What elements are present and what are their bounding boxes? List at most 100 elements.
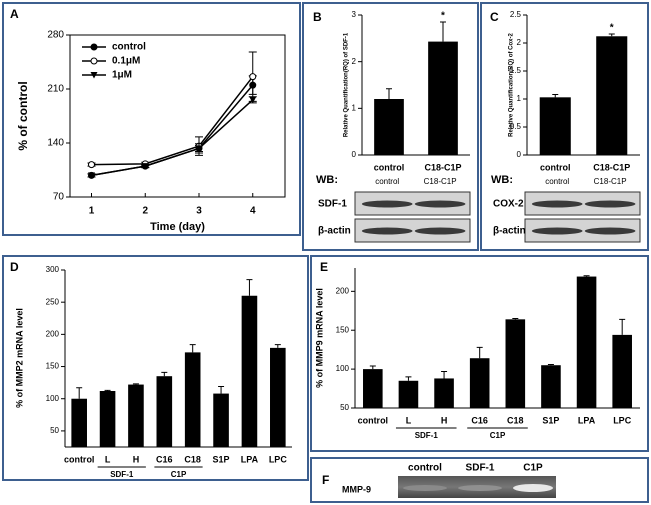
marker <box>90 57 98 65</box>
blot-strip <box>524 191 641 216</box>
group-label: C1P <box>490 431 506 440</box>
gel-lane-label: SDF-1 <box>466 463 495 474</box>
blot-row-label: β-actin <box>493 226 526 237</box>
bar <box>539 97 571 155</box>
blot-lane-label: control <box>375 177 399 186</box>
x-tick-label: 1 <box>89 206 95 217</box>
x-tick-label: C16 <box>156 454 173 464</box>
blot-lane-label: control <box>545 177 569 186</box>
x-tick-label: H <box>441 415 448 425</box>
marker <box>90 43 98 51</box>
x-tick-label: LPC <box>613 415 632 425</box>
x-tick-label: H <box>133 454 140 464</box>
bar <box>596 36 628 155</box>
bar <box>612 334 632 408</box>
bar <box>99 391 116 447</box>
bar <box>184 352 201 447</box>
y-tick-label: 200 <box>336 286 350 295</box>
error-bar <box>619 318 626 335</box>
blot-band <box>361 227 413 235</box>
y-tick-label: 2 <box>352 57 357 66</box>
blot-label: WB: <box>316 174 338 186</box>
blot-lane-label: C18-C1P <box>424 177 457 186</box>
y-axis-label: Relative Quantification(RQ) of Cox-2 <box>509 33 515 137</box>
error-bar <box>386 88 392 99</box>
bar <box>428 41 458 155</box>
error-bar <box>218 385 225 394</box>
x-tick-label: S1P <box>213 454 230 464</box>
gel-lane-label: control <box>408 463 442 474</box>
error-bar <box>441 370 448 379</box>
y-tick-label: 2 <box>517 38 522 47</box>
y-tick-label: 50 <box>50 426 59 435</box>
y-tick-label: 1 <box>352 103 357 112</box>
x-tick-label: LPC <box>269 454 288 464</box>
bar <box>398 380 419 408</box>
y-axis-label: % of MMP2 mRNA level <box>14 308 24 408</box>
x-tick-label: LPA <box>578 415 596 425</box>
x-tick-label: C18-C1P <box>424 162 461 172</box>
bar <box>71 398 87 447</box>
error-bar <box>161 371 168 377</box>
panel-letter: F <box>322 473 329 487</box>
blot-row-label: SDF-1 <box>318 199 347 210</box>
y-tick-label: 70 <box>53 192 65 203</box>
x-tick-label: 4 <box>250 206 256 217</box>
legend-label: 0.1μM <box>112 56 140 67</box>
y-tick-label: 0 <box>352 150 357 159</box>
blot-band <box>414 227 466 235</box>
x-tick-label: L <box>406 415 412 425</box>
marker <box>88 172 95 179</box>
blot-band <box>531 227 583 235</box>
legend-label: control <box>112 42 146 53</box>
y-tick-label: 100 <box>336 364 350 373</box>
y-tick-label: 250 <box>46 297 60 306</box>
bar <box>576 276 597 408</box>
y-tick-label: 50 <box>340 403 349 412</box>
x-axis-label: Time (day) <box>150 221 205 233</box>
y-tick-label: 0.5 <box>510 122 522 131</box>
y-axis-label: % of MMP9 mRNA level <box>314 288 324 388</box>
panel-letter: C <box>490 10 499 24</box>
y-tick-label: 0 <box>517 150 522 159</box>
y-tick-label: 1.5 <box>510 66 522 75</box>
error-bar <box>369 365 376 370</box>
y-axis-label: Relative Quantification(RQ) of SDF-1 <box>344 32 350 137</box>
group-label: SDF-1 <box>415 431 439 440</box>
blot-row-label: β-actin <box>318 226 351 237</box>
panel-letter: A <box>10 7 19 21</box>
gel-band <box>458 485 502 491</box>
error-bar <box>440 21 446 42</box>
group-label: SDF-1 <box>110 470 134 479</box>
annotation: * <box>610 23 614 34</box>
error-bar <box>547 363 554 366</box>
blot-band <box>584 227 636 235</box>
panel-letter: E <box>320 260 328 274</box>
x-tick-label: 3 <box>196 206 202 217</box>
x-tick-label: C18 <box>507 415 524 425</box>
error-bar <box>476 346 483 359</box>
marker <box>249 96 257 104</box>
blot-strip <box>524 218 641 243</box>
bar <box>156 376 173 447</box>
bar <box>213 393 229 447</box>
x-tick-label: C18-C1P <box>593 162 630 172</box>
error-bar <box>104 389 111 392</box>
y-tick-label: 100 <box>46 394 60 403</box>
panel-box <box>2 2 301 236</box>
gel-band <box>513 484 553 492</box>
y-tick-label: 150 <box>46 362 60 371</box>
x-tick-label: 2 <box>142 206 148 217</box>
bar <box>363 369 383 408</box>
plot-frame <box>69 34 286 198</box>
y-tick-label: 3 <box>352 10 357 19</box>
y-tick-label: 1 <box>517 94 522 103</box>
blot-band <box>584 200 636 208</box>
error-bar <box>608 33 615 37</box>
error-bar <box>246 279 253 296</box>
blot-label: WB: <box>491 174 513 186</box>
gel-band <box>403 485 447 491</box>
error-bar <box>405 376 412 381</box>
y-tick-label: 200 <box>46 329 60 338</box>
series-line <box>91 76 254 166</box>
